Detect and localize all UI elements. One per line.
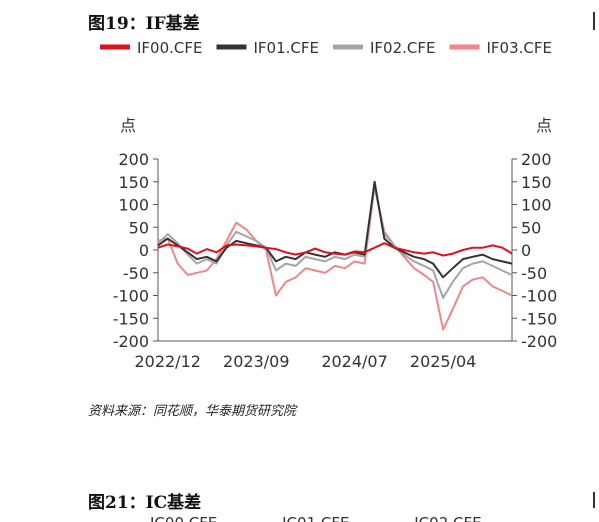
series-line-if03-cfe (157, 185, 513, 331)
page-edge-mark (593, 12, 595, 30)
x-tick-label: 2025/04 (410, 352, 476, 371)
y-axis-unit-left: 点 (120, 116, 136, 135)
next-legend-label: IC00.CFE (150, 514, 217, 522)
legend-label: IF01.CFE (254, 39, 320, 57)
y-axis-unit-right: 点 (536, 116, 552, 135)
y-tick-label-left: 150 (118, 173, 149, 192)
next-legend-label: IC01.CFE (282, 514, 349, 522)
legend-label: IF03.CFE (487, 39, 553, 57)
y-tick-label-right: -150 (521, 309, 557, 328)
next-figure-title: 图21：IC基差 (88, 493, 202, 513)
page-edge-mark (593, 492, 595, 508)
y-tick-label-left: 100 (118, 196, 149, 215)
figure-title: 图19：IF基差 (88, 14, 200, 34)
y-tick-label-right: 150 (521, 173, 552, 192)
legend-label: IF02.CFE (370, 39, 436, 57)
y-tick-label-right: 0 (521, 241, 531, 260)
y-tick-label-right: -50 (521, 264, 547, 283)
x-tick-label: 2022/12 (134, 352, 200, 371)
y-tick-label-right: 200 (521, 150, 552, 169)
y-tick-label-left: -200 (113, 332, 149, 351)
y-tick-label-right: -100 (521, 287, 557, 306)
y-tick-label-left: 0 (139, 241, 149, 260)
legend-label: IF00.CFE (137, 39, 203, 57)
y-tick-label-left: -150 (113, 309, 149, 328)
source-note: 资料来源：同花顺，华泰期货研究院 (88, 404, 297, 419)
next-figure-legend: IC00.CFE IC01.CFE IC02.CFE (150, 514, 542, 522)
y-tick-label-right: 50 (521, 218, 541, 237)
x-tick-label: 2023/09 (223, 352, 289, 371)
y-tick-label-left: -100 (113, 287, 149, 306)
if-basis-line-chart: IF00.CFE IF01.CFE IF02.CFE IF03.CFE 点 点 200 200… (100, 39, 557, 371)
y-tick-label-left: -50 (123, 264, 149, 283)
y-tick-label-left: 200 (118, 150, 149, 169)
y-tick-label-left: 50 (129, 218, 149, 237)
next-legend-label: IC02.CFE (414, 514, 481, 522)
y-tick-label-right: 100 (521, 196, 552, 215)
y-tick-label-right: -200 (521, 332, 557, 351)
series-line-if00-cfe (157, 242, 513, 257)
x-tick-label: 2024/07 (321, 352, 387, 371)
series-line-if01-cfe (157, 180, 513, 279)
series-line-if02-cfe (157, 185, 513, 299)
